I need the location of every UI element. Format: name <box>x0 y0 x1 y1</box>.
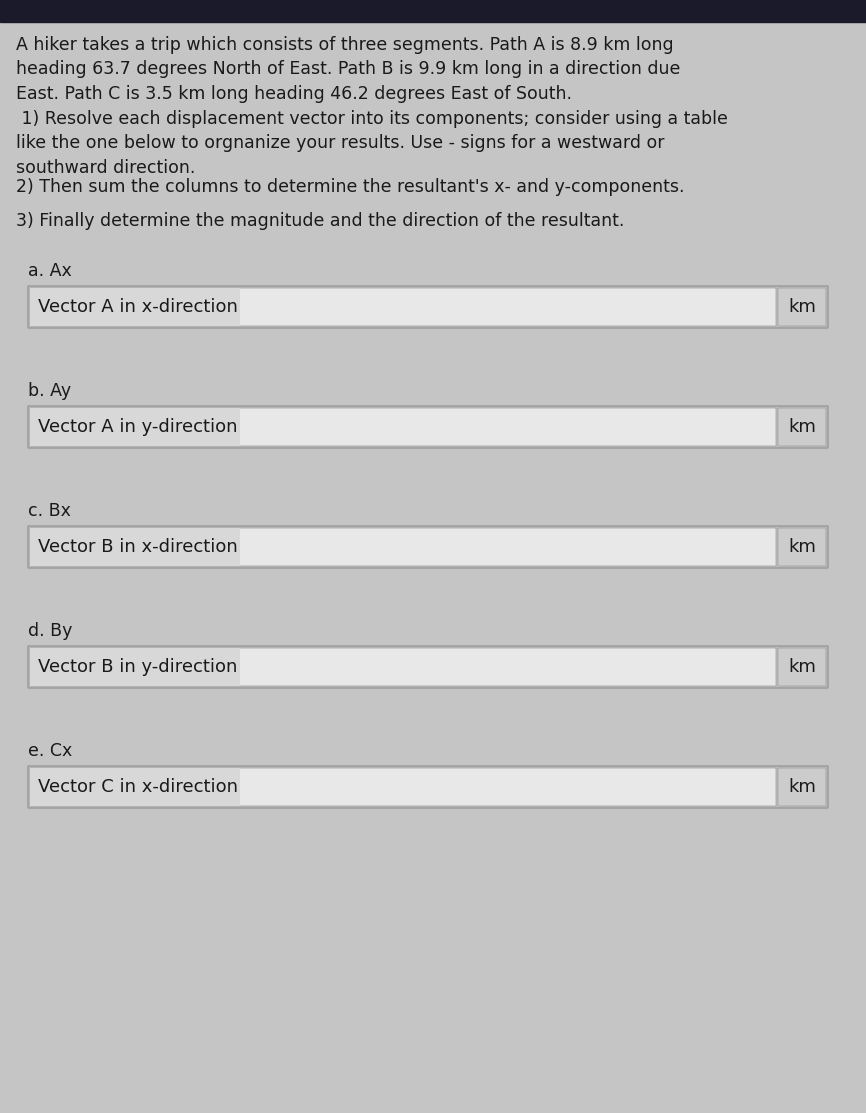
Text: b. Ay: b. Ay <box>28 382 71 400</box>
FancyBboxPatch shape <box>30 288 240 326</box>
FancyBboxPatch shape <box>30 768 776 806</box>
Text: km: km <box>788 298 816 316</box>
FancyBboxPatch shape <box>778 288 826 326</box>
Text: Vector B in x-direction: Vector B in x-direction <box>38 538 238 556</box>
FancyBboxPatch shape <box>30 528 240 567</box>
FancyBboxPatch shape <box>28 526 828 568</box>
FancyBboxPatch shape <box>778 528 826 567</box>
FancyBboxPatch shape <box>30 768 240 806</box>
Text: e. Cx: e. Cx <box>28 742 72 760</box>
FancyBboxPatch shape <box>30 408 776 446</box>
Text: km: km <box>788 658 816 676</box>
Text: d. By: d. By <box>28 622 73 640</box>
FancyBboxPatch shape <box>30 648 776 686</box>
FancyBboxPatch shape <box>30 408 240 446</box>
Text: A hiker takes a trip which consists of three segments. Path A is 8.9 km long
hea: A hiker takes a trip which consists of t… <box>16 36 681 102</box>
Text: km: km <box>788 538 816 556</box>
Text: Vector A in y-direction: Vector A in y-direction <box>38 418 237 436</box>
FancyBboxPatch shape <box>778 648 826 686</box>
Text: 2) Then sum the columns to determine the resultant's x- and y-components.: 2) Then sum the columns to determine the… <box>16 178 684 196</box>
FancyBboxPatch shape <box>28 766 828 808</box>
FancyBboxPatch shape <box>28 286 828 328</box>
FancyBboxPatch shape <box>28 406 828 449</box>
Text: 3) Finally determine the magnitude and the direction of the resultant.: 3) Finally determine the magnitude and t… <box>16 211 624 230</box>
Text: Vector A in x-direction: Vector A in x-direction <box>38 298 238 316</box>
Text: Vector B in y-direction: Vector B in y-direction <box>38 658 237 676</box>
Text: km: km <box>788 418 816 436</box>
FancyBboxPatch shape <box>30 288 776 326</box>
Text: km: km <box>788 778 816 796</box>
Text: Vector C in x-direction: Vector C in x-direction <box>38 778 238 796</box>
FancyBboxPatch shape <box>778 768 826 806</box>
FancyBboxPatch shape <box>30 648 240 686</box>
Text: c. Bx: c. Bx <box>28 502 71 520</box>
FancyBboxPatch shape <box>28 646 828 688</box>
Bar <box>0 0 866 22</box>
FancyBboxPatch shape <box>778 408 826 446</box>
FancyBboxPatch shape <box>30 528 776 567</box>
Text: 1) Resolve each displacement vector into its components; consider using a table
: 1) Resolve each displacement vector into… <box>16 110 728 177</box>
Text: a. Ax: a. Ax <box>28 262 72 280</box>
